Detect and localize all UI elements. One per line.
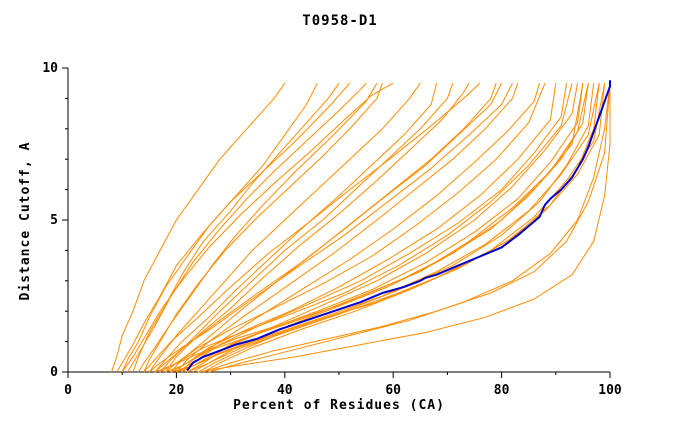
- model-curve: [187, 83, 606, 373]
- model-curve: [165, 83, 546, 373]
- x-axis-label: Percent of Residues (CA): [68, 398, 610, 413]
- model-curve: [181, 83, 540, 373]
- x-tick-label: 0: [64, 383, 72, 398]
- chart-title: T0958-D1: [302, 13, 378, 29]
- model-curve: [148, 82, 513, 373]
- x-tick-label: 20: [169, 383, 185, 398]
- model-curve: [170, 83, 497, 373]
- model-curve: [143, 82, 481, 373]
- model-curve: [203, 83, 600, 373]
- x-tick-label: 100: [598, 383, 622, 398]
- x-axis-label-text: Percent of Residues (CA): [233, 398, 445, 413]
- y-tick-label: 10: [42, 61, 58, 76]
- axis-lines: [67, 68, 610, 373]
- model-curve: [138, 82, 378, 373]
- model-curve: [176, 83, 519, 373]
- x-tick-label: 60: [385, 383, 401, 398]
- model-curve: [132, 82, 340, 373]
- model-curve: [154, 83, 584, 373]
- model-curve: [154, 83, 438, 373]
- highlight-curve: [186, 80, 611, 372]
- x-tick-label: 80: [494, 383, 510, 398]
- model-curve: [170, 83, 606, 373]
- model-curve: [121, 82, 318, 373]
- model-curve: [110, 82, 286, 373]
- model-curve: [159, 83, 573, 373]
- model-curve: [181, 83, 584, 373]
- model-curve: [159, 83, 454, 373]
- x-tick-label: 40: [277, 383, 293, 398]
- model-curve: [121, 82, 394, 373]
- y-tick-label: 0: [50, 365, 58, 380]
- model-curve: [170, 83, 557, 373]
- model-curve: [203, 83, 611, 373]
- model-curve: [143, 83, 383, 373]
- model-curve: [176, 83, 568, 373]
- model-curve: [154, 82, 503, 373]
- model-curve: [208, 83, 611, 373]
- model-curve: [127, 82, 367, 373]
- model-curve: [186, 83, 578, 373]
- model-curve: [116, 82, 351, 373]
- y-tick-label: 5: [50, 213, 58, 228]
- model-curve: [198, 83, 611, 373]
- model-curve: [148, 82, 421, 373]
